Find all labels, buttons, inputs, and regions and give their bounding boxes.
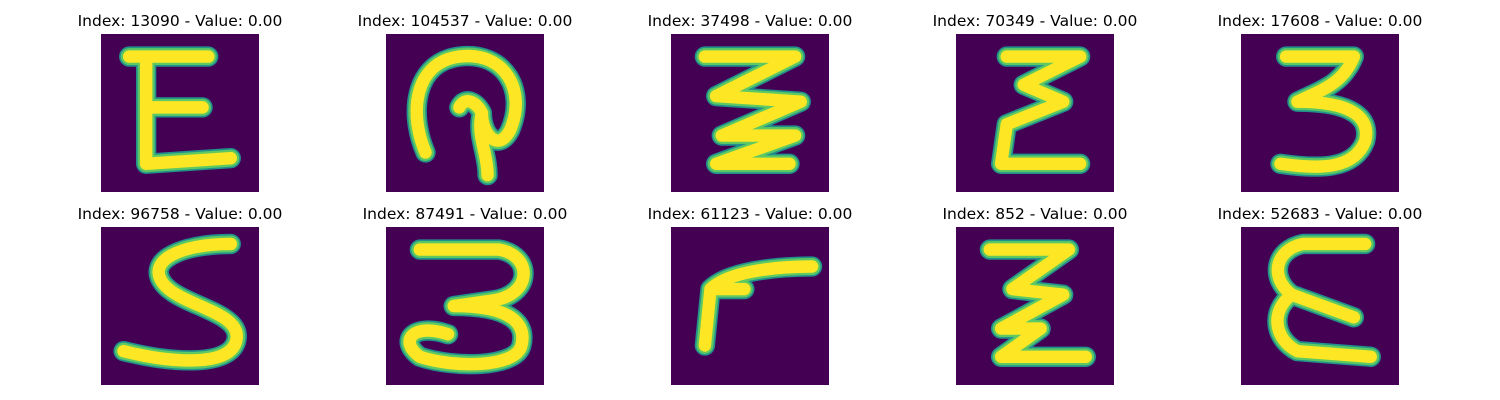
panel-title: Index: 52683 - Value: 0.00 bbox=[1217, 205, 1423, 223]
digit-image bbox=[386, 227, 544, 385]
panel-title: Index: 96758 - Value: 0.00 bbox=[77, 205, 283, 223]
panel-title: Index: 13090 - Value: 0.00 bbox=[77, 12, 283, 30]
panel-title: Index: 17608 - Value: 0.00 bbox=[1217, 12, 1423, 30]
digit-image bbox=[1241, 34, 1399, 192]
digit-image bbox=[956, 34, 1114, 192]
panel-title: Index: 852 - Value: 0.00 bbox=[942, 205, 1128, 223]
panel-title: Index: 70349 - Value: 0.00 bbox=[932, 12, 1138, 30]
digit-image bbox=[956, 227, 1114, 385]
panel-title: Index: 37498 - Value: 0.00 bbox=[647, 12, 853, 30]
digit-image bbox=[1241, 227, 1399, 385]
digit-image bbox=[386, 34, 544, 192]
digit-image bbox=[671, 34, 829, 192]
panel-title: Index: 104537 - Value: 0.00 bbox=[357, 12, 573, 30]
digit-image bbox=[101, 34, 259, 192]
digit-image bbox=[101, 227, 259, 385]
panel-title: Index: 87491 - Value: 0.00 bbox=[362, 205, 568, 223]
panel-title: Index: 61123 - Value: 0.00 bbox=[647, 205, 853, 223]
digit-image bbox=[671, 227, 829, 385]
